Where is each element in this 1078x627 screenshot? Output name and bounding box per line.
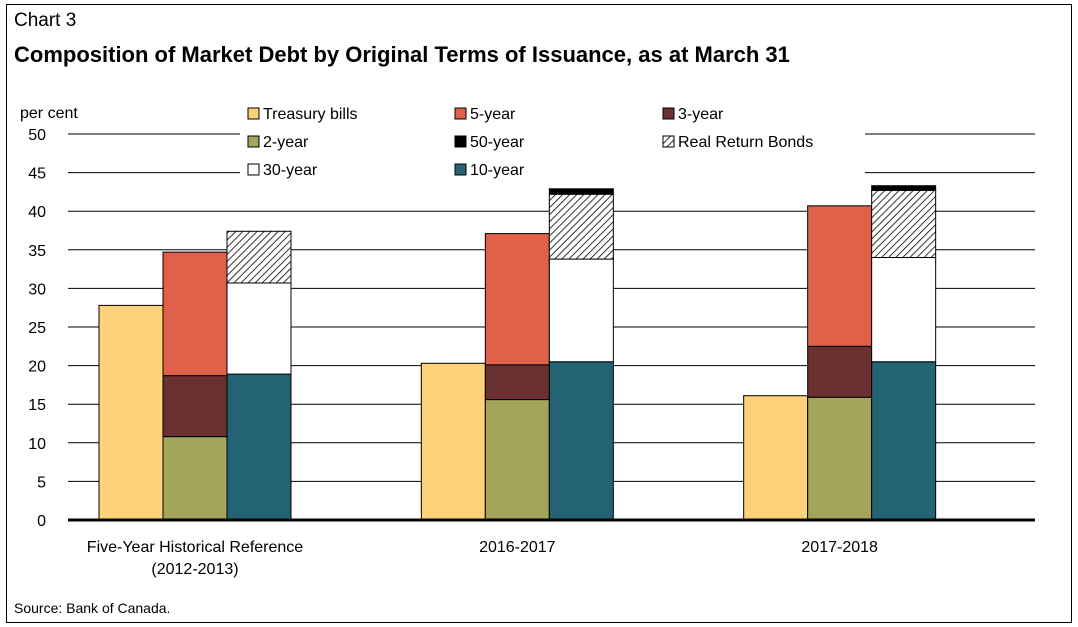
y-tick-label: 40 <box>28 204 46 221</box>
bar-50-year <box>871 185 937 191</box>
legend-label-treasury-bills: Treasury bills <box>263 106 358 123</box>
bar-2-year <box>807 396 873 521</box>
bar-5-year <box>162 251 228 377</box>
bar-3-year <box>484 364 550 401</box>
legend-label-10-year: 10-year <box>470 162 525 179</box>
y-tick-label: 50 <box>28 127 46 144</box>
bar-10-year <box>871 361 937 521</box>
bar-5-year <box>484 233 550 366</box>
bar-3-year <box>807 345 873 398</box>
y-tick-label: 5 <box>37 474 46 491</box>
legend-swatch-5-year <box>454 107 467 120</box>
bar-30-year <box>871 257 937 363</box>
legend-label-2-year: 2-year <box>263 134 309 151</box>
bar-treasury-bills <box>420 362 486 521</box>
source-note: Source: Bank of Canada. <box>14 600 171 616</box>
y-tick-label: 30 <box>28 281 46 298</box>
chart-number: Chart 3 <box>14 10 77 31</box>
chart-title: Composition of Market Debt by Original T… <box>14 42 790 67</box>
bar-3-year <box>162 375 228 438</box>
legend-label-50-year: 50-year <box>470 134 525 151</box>
legend-label-5-year: 5-year <box>470 106 516 123</box>
y-tick-label: 15 <box>28 397 46 414</box>
y-axis-label: per cent <box>20 105 78 122</box>
legend-swatch-3-year <box>662 107 675 120</box>
y-tick-label: 20 <box>28 359 46 376</box>
x-tick-label: 2017-2018 <box>801 539 878 556</box>
bar-real-return-bonds <box>871 189 937 259</box>
y-tick-label: 0 <box>37 513 46 530</box>
x-tick-label: Five-Year Historical Reference (2012-2013… <box>87 539 303 578</box>
legend-label-30-year: 30-year <box>263 162 318 179</box>
bar-50-year <box>548 188 614 195</box>
y-tick-label: 35 <box>28 243 46 260</box>
bar-10-year <box>548 361 614 521</box>
legend-swatch-10-year <box>454 163 467 176</box>
legend-panel <box>240 101 865 181</box>
bar-10-year <box>226 373 292 521</box>
bar-30-year <box>548 258 614 363</box>
bar-2-year <box>484 399 550 521</box>
bar-30-year <box>226 282 292 375</box>
bar-real-return-bonds <box>226 230 292 284</box>
bar-treasury-bills <box>98 304 164 521</box>
legend-label-real-return-bonds: Real Return Bonds <box>678 134 813 151</box>
legend-swatch-50-year <box>454 135 467 148</box>
x-tick-label: 2016-2017 <box>479 539 556 556</box>
legend-label-3-year: 3-year <box>678 106 724 123</box>
legend-swatch-real-return-bonds <box>662 135 675 148</box>
y-tick-label: 10 <box>28 436 46 453</box>
y-tick-label: 25 <box>28 320 46 337</box>
bar-5-year <box>807 205 873 347</box>
bar-2-year <box>162 436 228 521</box>
legend-swatch-2-year <box>247 135 260 148</box>
y-tick-label: 45 <box>28 166 46 183</box>
bar-treasury-bills <box>743 395 809 521</box>
legend-swatch-30-year <box>247 163 260 176</box>
legend-swatch-treasury-bills <box>247 107 260 120</box>
bar-real-return-bonds <box>548 193 614 260</box>
